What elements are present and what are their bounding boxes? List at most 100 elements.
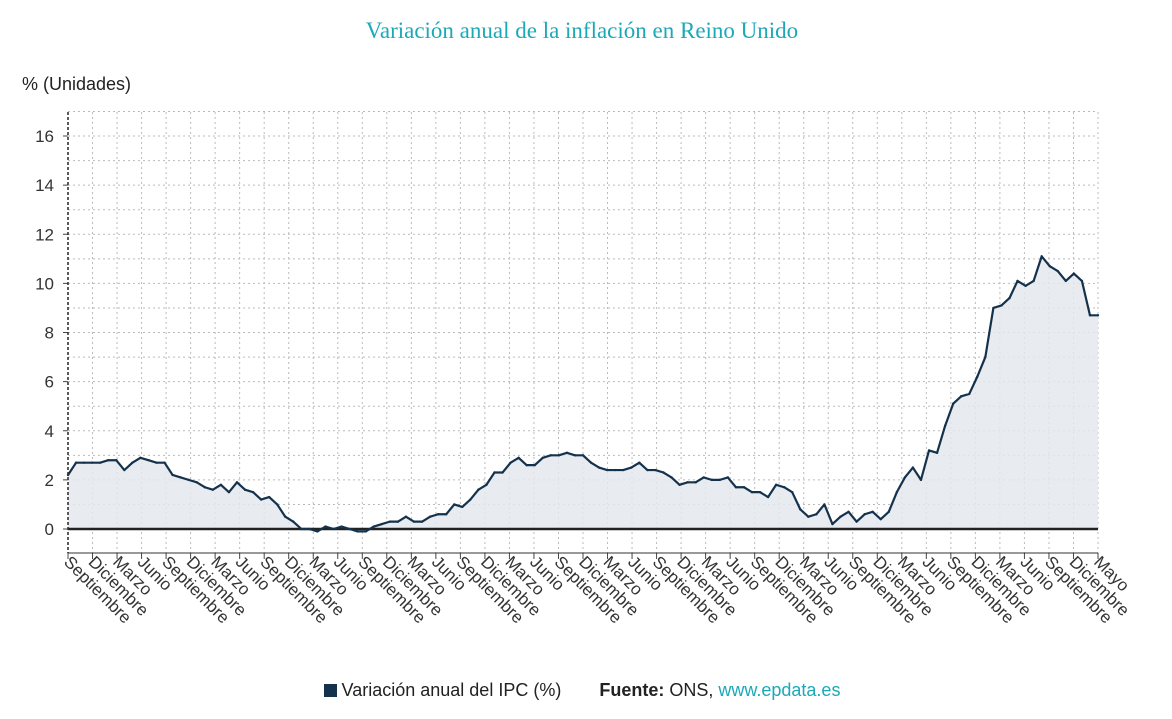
y-tick-label: 8 <box>45 324 54 343</box>
data-point <box>1008 296 1011 300</box>
data-point <box>1040 255 1043 258</box>
data-point <box>179 476 182 479</box>
data-point <box>139 456 142 459</box>
data-point <box>107 459 110 462</box>
data-point <box>308 527 311 531</box>
data-point <box>1000 304 1003 307</box>
data-point <box>766 495 770 499</box>
x-axis: SeptiembreDiciembreMarzoJunioSeptiembreD… <box>60 552 1133 627</box>
data-point <box>662 471 665 474</box>
source-label: Fuente: <box>599 680 665 700</box>
data-point <box>493 471 496 474</box>
data-point <box>155 461 158 464</box>
data-point <box>98 461 102 464</box>
data-point <box>1032 279 1035 283</box>
data-point <box>219 483 223 486</box>
data-point <box>436 513 440 516</box>
data-point <box>412 520 416 523</box>
data-point <box>525 463 528 467</box>
data-point <box>324 525 327 528</box>
data-point <box>613 468 617 472</box>
data-point <box>372 525 375 528</box>
chart-footer: Variación anual del IPC (%) Fuente: ONS, … <box>0 680 1164 701</box>
data-point <box>356 530 359 533</box>
data-point <box>276 503 279 506</box>
data-point <box>686 481 689 484</box>
data-point <box>968 392 971 396</box>
data-point <box>235 481 239 484</box>
data-point <box>710 478 713 482</box>
data-point <box>284 515 287 518</box>
source-link[interactable]: www.epdata.es <box>718 680 841 700</box>
data-point <box>630 466 633 469</box>
data-point <box>951 402 955 405</box>
data-point <box>839 515 842 518</box>
data-point <box>605 468 609 472</box>
data-point <box>557 454 561 457</box>
data-point <box>541 456 544 459</box>
data-point <box>428 515 432 518</box>
data-point <box>565 451 569 455</box>
y-tick-label: 12 <box>35 225 54 244</box>
y-tick-label: 14 <box>35 176 54 195</box>
data-point <box>1088 314 1092 317</box>
data-point <box>380 522 384 526</box>
data-point <box>388 520 392 523</box>
data-point <box>807 515 810 518</box>
data-point <box>943 424 947 428</box>
data-point <box>501 471 504 474</box>
data-point <box>742 486 746 489</box>
data-point <box>1080 279 1084 283</box>
data-point <box>670 476 673 479</box>
y-tick-label: 0 <box>45 520 54 539</box>
y-tick-label: 6 <box>45 373 54 392</box>
data-point <box>461 505 464 509</box>
data-point <box>332 527 335 531</box>
data-point <box>750 490 754 494</box>
y-tick-label: 2 <box>45 471 54 490</box>
data-point <box>453 503 456 506</box>
data-point <box>678 483 681 486</box>
data-point <box>243 488 247 491</box>
data-point <box>115 459 118 462</box>
data-point <box>340 525 343 528</box>
data-point <box>364 530 367 533</box>
data-points <box>66 255 1100 533</box>
data-point <box>533 463 536 467</box>
data-point <box>919 478 923 482</box>
data-point <box>348 527 351 531</box>
data-point <box>292 520 295 523</box>
data-point <box>1096 314 1100 317</box>
y-axis: 0 2 4 6 8 10 12 14 16 <box>35 112 69 553</box>
data-point <box>300 527 303 531</box>
data-point <box>211 488 215 491</box>
data-point <box>718 478 721 482</box>
data-point <box>90 461 94 464</box>
data-point <box>1048 264 1051 268</box>
data-point <box>638 461 641 464</box>
data-point <box>581 454 585 457</box>
y-axis-unit-label: % (Unidades) <box>22 74 132 94</box>
data-point <box>871 510 874 514</box>
data-point <box>1056 269 1059 273</box>
data-point <box>823 503 826 506</box>
legend-label[interactable]: Variación anual del IPC (%) <box>341 680 562 700</box>
data-point <box>147 459 150 462</box>
data-point <box>549 454 553 457</box>
y-tick-label: 10 <box>35 274 54 293</box>
area-fill <box>68 256 1098 532</box>
data-point <box>509 461 512 464</box>
data-point <box>404 515 408 518</box>
data-point <box>863 513 866 516</box>
data-point <box>976 375 979 378</box>
data-point <box>847 510 850 514</box>
data-point <box>758 490 762 494</box>
data-point <box>782 486 786 489</box>
data-point <box>589 461 593 464</box>
data-point <box>420 520 424 523</box>
data-point <box>1072 272 1076 275</box>
data-point <box>123 468 126 472</box>
data-point <box>477 488 480 491</box>
data-point <box>887 510 890 514</box>
